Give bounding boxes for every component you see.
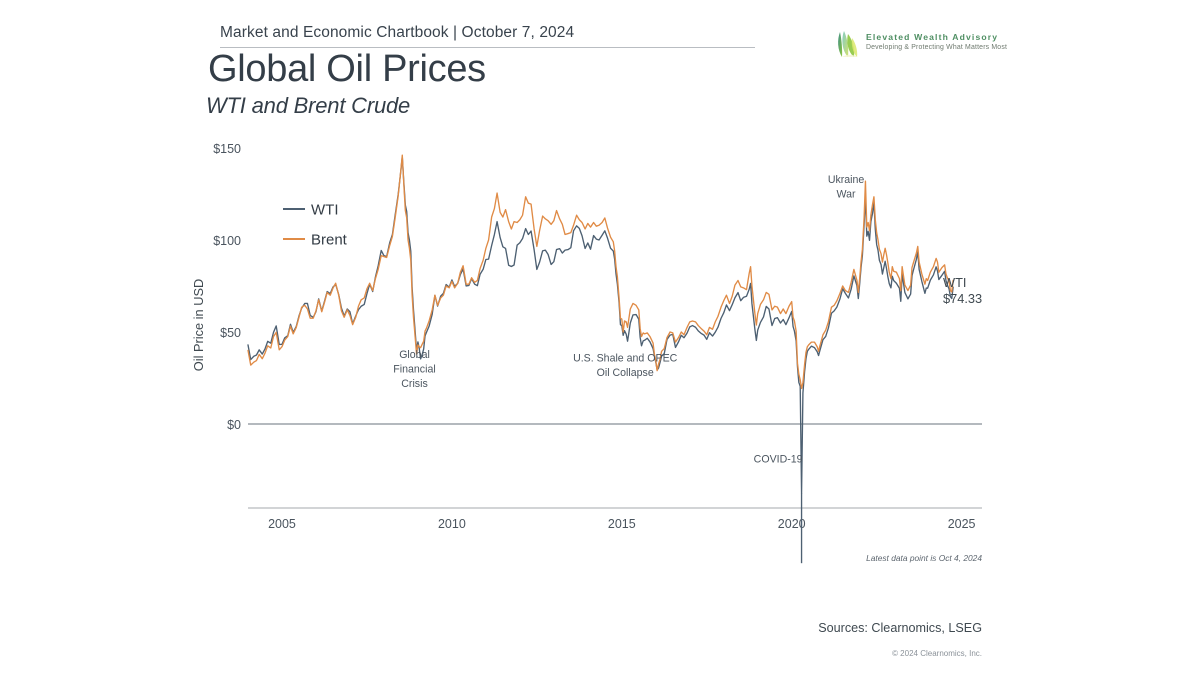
annotation-gfc: Global Financial Crisis	[393, 349, 435, 390]
svg-text:COVID-19: COVID-19	[754, 454, 803, 466]
legend-label-wti: WTI	[311, 202, 339, 219]
svg-text:Global: Global	[399, 349, 430, 361]
chartbook-eyebrow: Market and Economic Chartbook | October …	[220, 24, 575, 41]
latest-data-note: Latest data point is Oct 4, 2024	[866, 553, 982, 563]
copyright-text: © 2024 Clearnomics, Inc.	[892, 649, 982, 658]
y-tick-label: $50	[220, 326, 241, 340]
annotation-ukraine: Ukraine War	[828, 174, 865, 201]
sources-text: Sources: Clearnomics, LSEG	[818, 621, 982, 635]
annotation-covid: COVID-19	[754, 454, 803, 466]
header-divider	[220, 47, 755, 48]
y-tick-label: $100	[213, 234, 241, 248]
series-group	[247, 154, 954, 494]
x-tick-label: 2010	[438, 517, 466, 531]
logo-tagline: Developing & Protecting What Matters Mos…	[866, 44, 1008, 51]
legend-label-brent: Brent	[311, 232, 348, 249]
end-label-series: WTI	[943, 275, 966, 290]
svg-text:Ukraine: Ukraine	[828, 174, 865, 186]
x-axis: 2005 2010 2015 2020 2025	[248, 507, 982, 531]
svg-text:Oil Collapse: Oil Collapse	[597, 367, 654, 379]
end-value-label: WTI$74.33	[943, 275, 982, 306]
y-axis-title: Oil Price in USD	[191, 279, 206, 371]
svg-text:U.S. Shale and OPEC: U.S. Shale and OPEC	[573, 352, 678, 364]
y-tick-label: $150	[213, 142, 241, 156]
annotation-shale: U.S. Shale and OPEC Oil Collapse	[573, 352, 678, 379]
series-line-wti	[247, 155, 954, 494]
annotations-group: Global Financial Crisis U.S. Shale and OPEC…	[393, 174, 865, 564]
page-title: Global Oil Prices	[208, 48, 486, 90]
x-tick-label: 2020	[778, 517, 806, 531]
svg-text:Financial: Financial	[393, 363, 435, 375]
x-tick-label: 2025	[948, 517, 976, 531]
svg-text:Crisis: Crisis	[401, 378, 427, 390]
svg-text:War: War	[837, 188, 856, 200]
x-tick-label: 2015	[608, 517, 636, 531]
series-line-brent	[247, 154, 954, 390]
chart-legend: WTI Brent	[283, 202, 348, 249]
end-label-value: $74.33	[943, 291, 982, 306]
page-subtitle: WTI and Brent Crude	[206, 93, 411, 118]
y-axis-ticks: $0 $50 $100 $150	[213, 142, 241, 432]
logo-company-name: Elevated Wealth Advisory	[866, 32, 999, 42]
y-axis-title-label: Oil Price in USD	[191, 279, 206, 371]
x-tick-label: 2005	[268, 517, 296, 531]
leaf-wing-icon	[838, 31, 858, 57]
brand-logo: Elevated Wealth Advisory Developing & Pr…	[836, 28, 1007, 62]
y-tick-label: $0	[227, 418, 241, 432]
